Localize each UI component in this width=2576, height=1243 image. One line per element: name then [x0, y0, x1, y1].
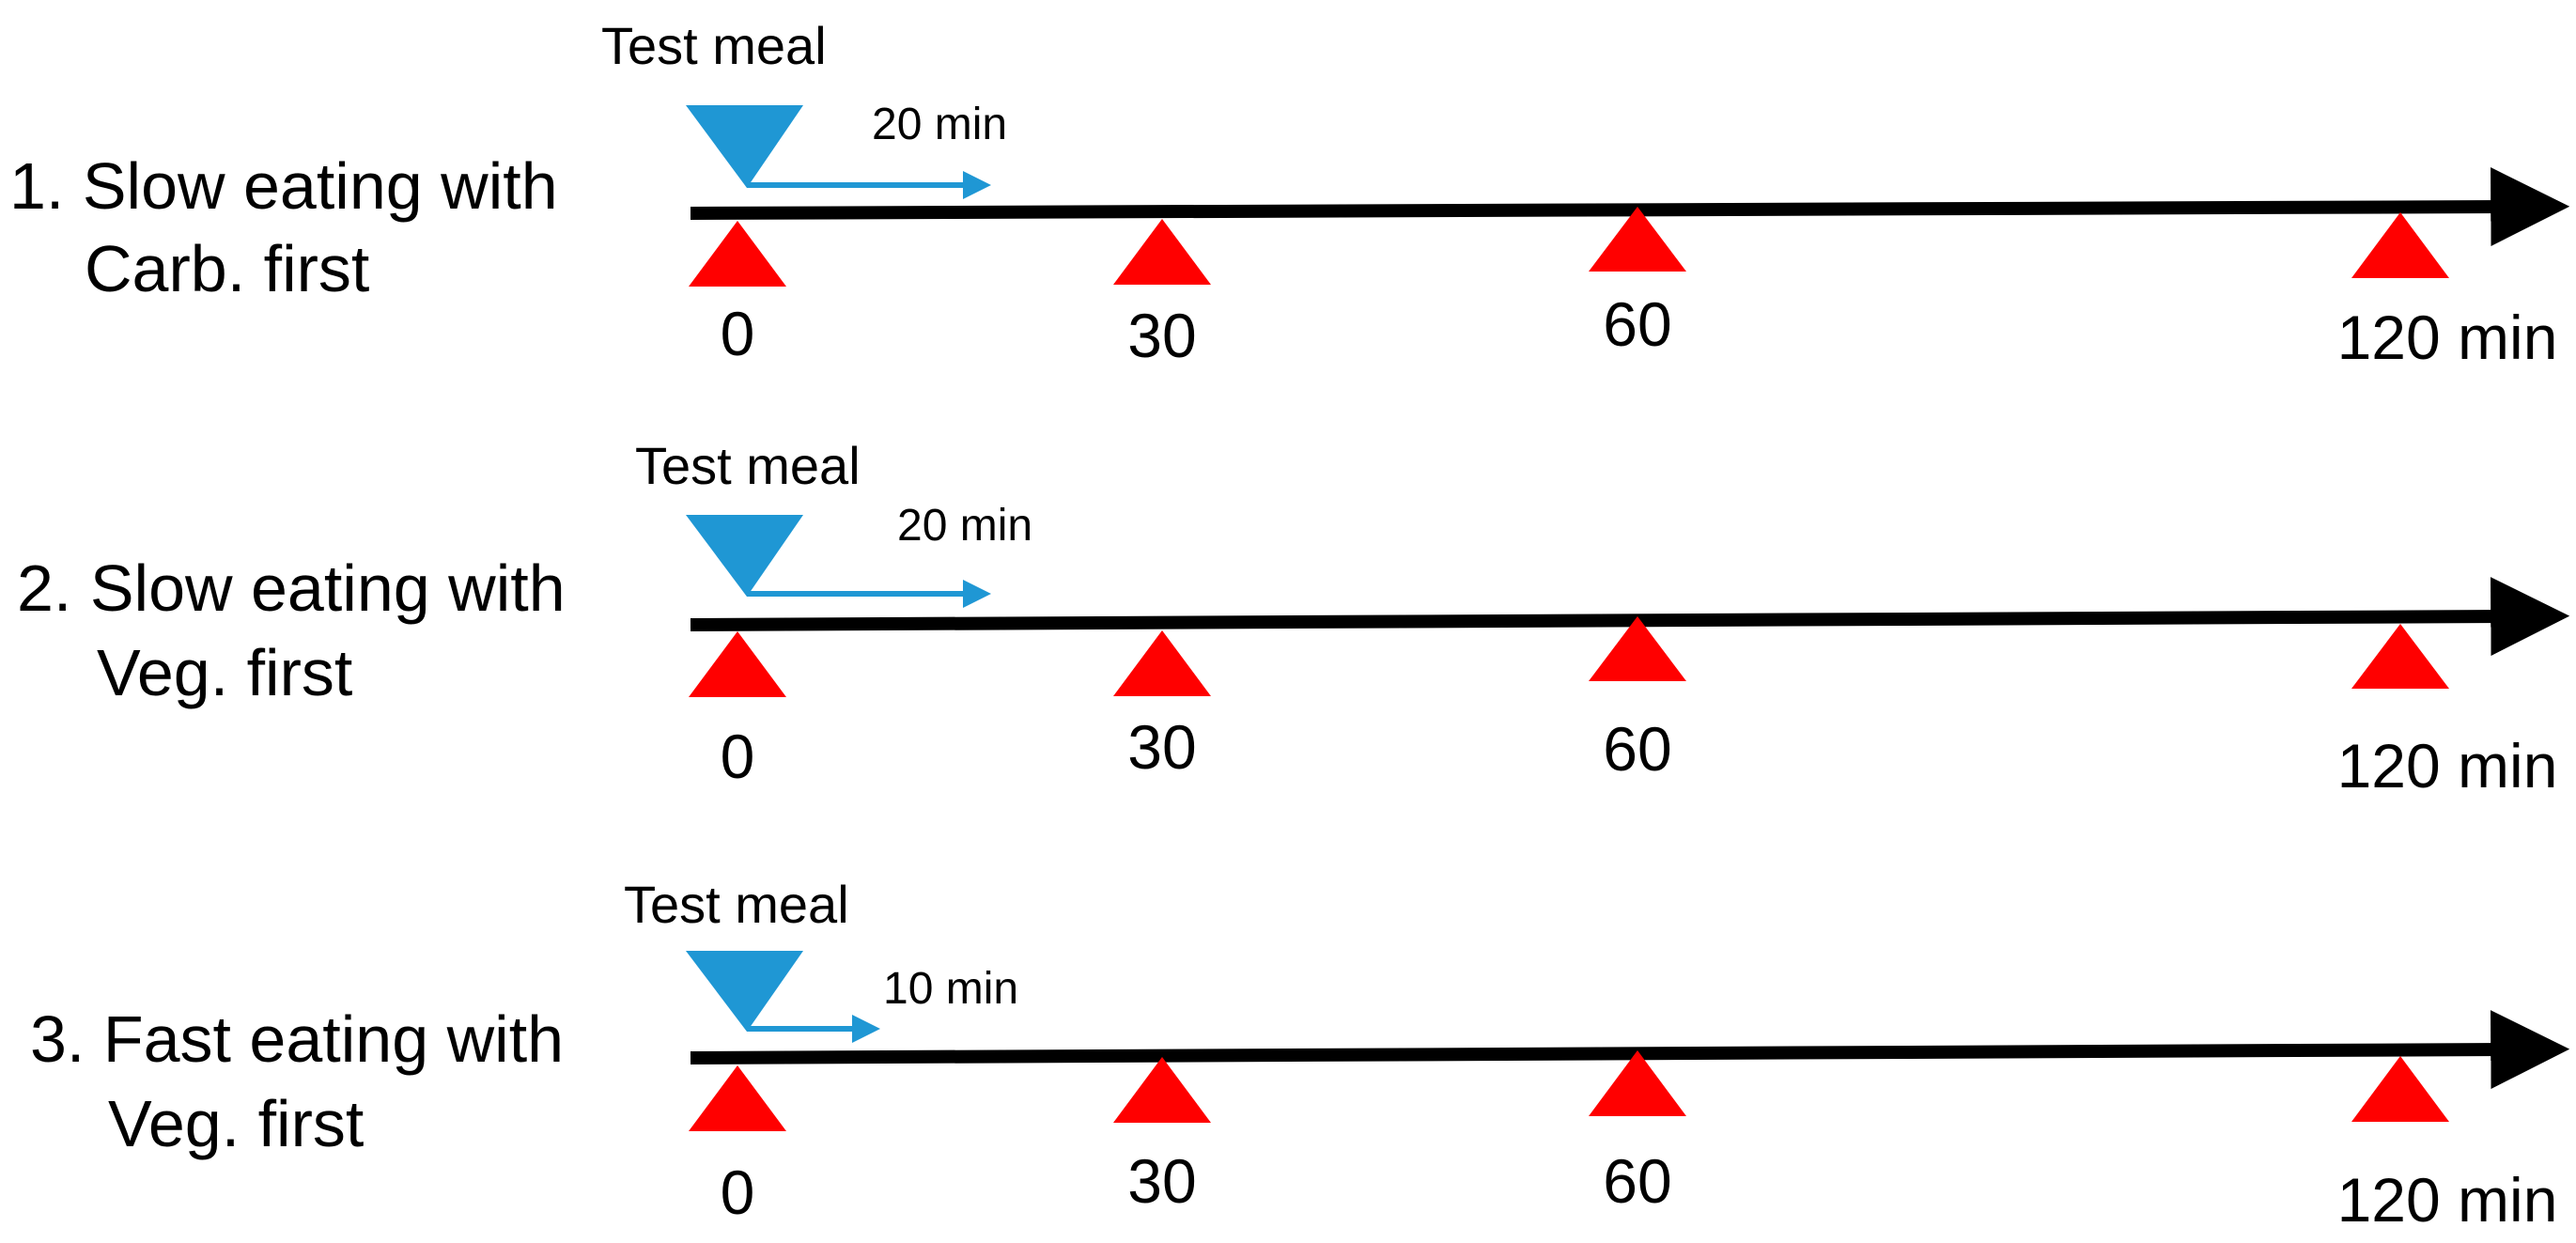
tick-label-0: 0 [721, 299, 755, 368]
test-meal-label: Test meal [635, 436, 861, 495]
tick-label-60: 60 [1603, 289, 1671, 359]
tick-label-0: 0 [721, 1158, 755, 1227]
test-meal-marker [686, 951, 803, 1032]
sampling-point-0 [689, 221, 786, 287]
tick-label-60: 60 [1603, 714, 1671, 784]
sampling-point-30 [1113, 219, 1211, 285]
sampling-point-0 [689, 631, 786, 697]
tick-label-120: 120 min [2337, 1165, 2558, 1235]
condition-label-line-1: 3. Fast eating with [30, 1002, 564, 1076]
condition-label-line-1: 2. Slow eating with [17, 552, 566, 625]
condition-label-line-2: Carb. first [85, 232, 369, 305]
sampling-point-60 [1589, 1050, 1686, 1116]
meal-duration-label: 20 min [872, 100, 1007, 149]
test-meal-marker [686, 105, 803, 188]
condition-label-line-2: Veg. first [97, 636, 352, 709]
tick-label-30: 30 [1127, 301, 1196, 370]
tick-label-60: 60 [1603, 1146, 1671, 1216]
sampling-point-120 [2351, 624, 2449, 689]
tick-label-30: 30 [1127, 1146, 1196, 1216]
timeline-2: 2. Slow eating with Veg. first Test meal… [17, 436, 2570, 800]
tick-label-120: 120 min [2337, 303, 2558, 372]
timeline-3: 3. Fast eating with Veg. first Test meal… [30, 875, 2570, 1235]
tick-label-30: 30 [1127, 712, 1196, 782]
time-axis [690, 167, 2570, 247]
condition-label-line-2: Veg. first [108, 1087, 364, 1160]
sampling-point-30 [1113, 1057, 1211, 1123]
sampling-point-30 [1113, 630, 1211, 696]
test-meal-marker [686, 515, 803, 597]
time-axis [690, 577, 2570, 657]
meal-duration-label: 10 min [883, 964, 1018, 1014]
time-axis [690, 1010, 2570, 1090]
test-meal-label: Test meal [624, 875, 849, 934]
tick-label-120: 120 min [2337, 731, 2558, 800]
timeline-1: 1. Slow eating with Carb. first Test mea… [9, 16, 2570, 372]
tick-label-0: 0 [721, 722, 755, 791]
sampling-point-0 [689, 1065, 786, 1131]
condition-label-line-1: 1. Slow eating with [9, 149, 558, 223]
sampling-point-120 [2351, 1056, 2449, 1122]
test-meal-label: Test meal [601, 16, 827, 75]
sampling-point-120 [2351, 212, 2449, 278]
sampling-point-60 [1589, 207, 1686, 272]
sampling-point-60 [1589, 616, 1686, 681]
meal-duration-label: 20 min [897, 501, 1032, 551]
